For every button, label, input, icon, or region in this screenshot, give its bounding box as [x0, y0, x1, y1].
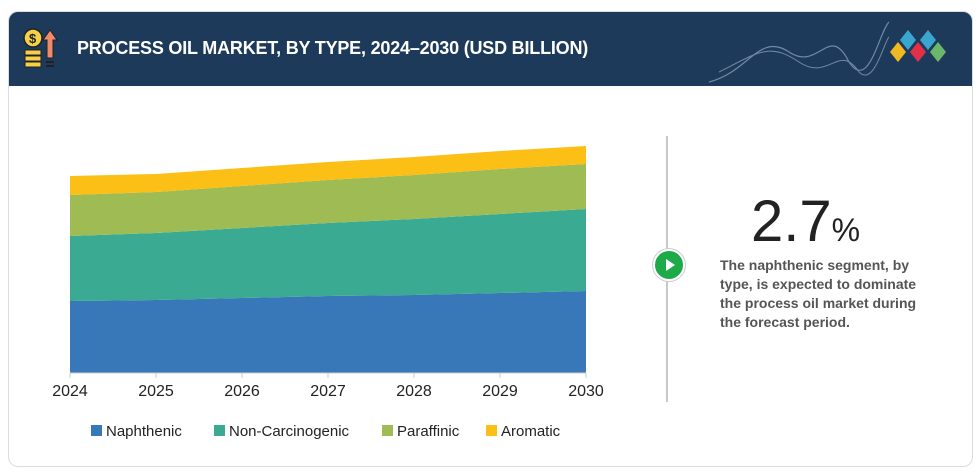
area-aromatic — [70, 146, 586, 195]
legend-swatch — [486, 425, 497, 436]
highlight-description: The naphthenic segment, by type, is expe… — [720, 257, 917, 330]
x-tick-label: 2028 — [396, 383, 432, 400]
legend-label: Naphthenic — [106, 423, 182, 440]
x-tick-label: 2027 — [310, 383, 346, 400]
legend-label: Aromatic — [501, 423, 561, 440]
stacked-area-chart: 2024 2025 2026 2027 2028 2029 2030 Naphthenic No… — [52, 146, 604, 440]
x-tick-label: 2026 — [224, 383, 260, 400]
legend-label: Non-Carcinogenic — [229, 423, 350, 440]
legend-swatch — [382, 425, 393, 436]
infographic-card: $ PROCESS OIL MARKET, BY TYPE, 2024–2030… — [8, 11, 973, 467]
svg-text:$: $ — [29, 31, 37, 46]
header-bar: $ PROCESS OIL MARKET, BY TYPE, 2024–2030… — [9, 12, 972, 86]
growth-rate: 2.7% — [751, 188, 860, 255]
legend-swatch — [214, 425, 225, 436]
x-tick-label: 2024 — [52, 383, 88, 400]
play-arrow-icon — [653, 249, 685, 281]
x-tick-label: 2025 — [138, 383, 174, 400]
money-growth-icon: $ — [23, 28, 58, 68]
legend-label: Paraffinic — [397, 423, 460, 440]
chart-title: PROCESS OIL MARKET, BY TYPE, 2024–2030 (… — [77, 38, 589, 58]
legend-swatch — [91, 425, 102, 436]
decorative-waves — [709, 21, 889, 83]
area-non-carcinogenic — [70, 209, 586, 301]
x-tick-label: 2030 — [568, 383, 604, 400]
area-paraffinic — [70, 164, 586, 236]
brand-logo — [890, 30, 946, 62]
growth-unit: % — [831, 212, 861, 248]
area-naphthenic — [70, 291, 586, 373]
growth-value: 2.7 — [751, 189, 832, 254]
x-tick-label: 2029 — [482, 383, 518, 400]
